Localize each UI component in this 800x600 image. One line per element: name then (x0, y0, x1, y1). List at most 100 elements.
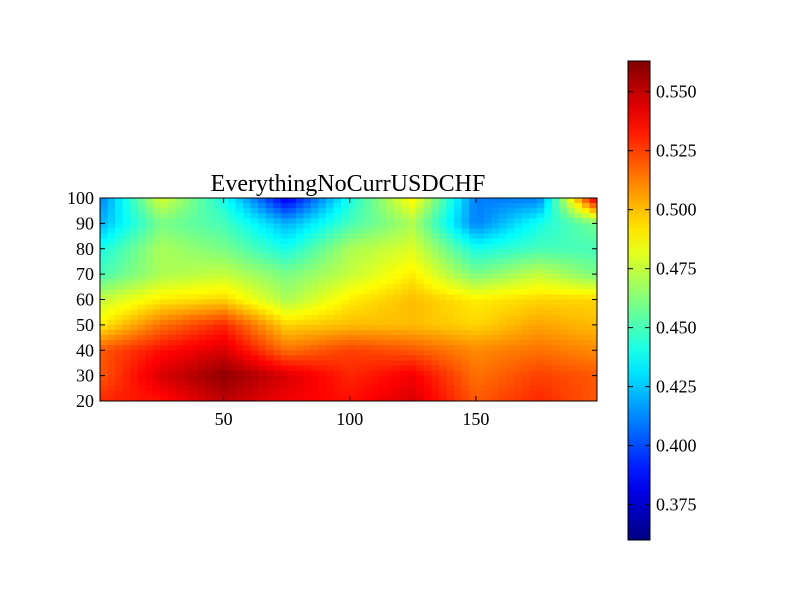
heatmap-cell (499, 259, 507, 265)
heatmap-cell (198, 279, 206, 285)
heatmap-cell (123, 223, 131, 229)
heatmap-cell (213, 279, 221, 285)
heatmap-cell (243, 345, 251, 351)
heatmap-cell (190, 203, 198, 209)
heatmap-cell (130, 234, 138, 240)
heatmap-cell (130, 213, 138, 219)
heatmap-cell (416, 274, 424, 280)
heatmap-cell (507, 386, 515, 392)
heatmap-cell (258, 223, 266, 229)
heatmap-cell (582, 376, 590, 382)
heatmap-cell (439, 294, 447, 300)
heatmap-cell (431, 330, 439, 336)
heatmap-cell (424, 218, 432, 224)
heatmap-cell (281, 360, 289, 366)
heatmap-cell (333, 320, 341, 326)
heatmap-cell (236, 350, 244, 356)
heatmap-cell (130, 365, 138, 371)
heatmap-cell (589, 330, 597, 336)
heatmap-cell (318, 350, 326, 356)
heatmap-cell (311, 376, 319, 382)
heatmap-cell (574, 228, 582, 234)
heatmap-cell (175, 269, 183, 275)
heatmap-cell (326, 289, 334, 295)
heatmap-cell (160, 330, 168, 336)
heatmap-cell (574, 223, 582, 229)
heatmap-cell (349, 325, 357, 331)
heatmap-cell (168, 345, 176, 351)
heatmap-cell (544, 325, 552, 331)
heatmap-cell (439, 391, 447, 397)
heatmap-cell (424, 208, 432, 214)
heatmap-cell (574, 203, 582, 209)
heatmap-cell (130, 310, 138, 316)
heatmap-cell (424, 335, 432, 341)
heatmap-cell (288, 365, 296, 371)
heatmap-cell (484, 325, 492, 331)
heatmap-cell (266, 325, 274, 331)
heatmap-cell (205, 218, 213, 224)
heatmap-cell (514, 371, 522, 377)
heatmap-cell (198, 269, 206, 275)
chart-title: EverythingNoCurrUSDCHF (211, 171, 486, 197)
heatmap-cell (273, 203, 281, 209)
heatmap-cell (514, 340, 522, 346)
heatmap-cell (461, 203, 469, 209)
heatmap-cell (303, 350, 311, 356)
heatmap-cell (461, 223, 469, 229)
heatmap-cell (288, 315, 296, 321)
heatmap-cell (461, 391, 469, 397)
heatmap-cell (123, 386, 131, 392)
heatmap-cell (401, 279, 409, 285)
heatmap-cell (416, 208, 424, 214)
heatmap-cell (477, 203, 485, 209)
heatmap-cell (469, 203, 477, 209)
heatmap-cell (213, 381, 221, 387)
heatmap-cell (318, 279, 326, 285)
heatmap-cell (386, 234, 394, 240)
heatmap-cell (138, 381, 146, 387)
heatmap-cell (258, 300, 266, 306)
heatmap-cell (446, 198, 454, 204)
heatmap-cell (115, 289, 123, 295)
heatmap-cell (138, 305, 146, 311)
heatmap-cell (251, 305, 259, 311)
heatmap-cell (401, 239, 409, 245)
heatmap-cell (477, 269, 485, 275)
heatmap-cell (522, 391, 530, 397)
heatmap-cell (559, 228, 567, 234)
heatmap-cell (544, 198, 552, 204)
heatmap-cell (552, 300, 560, 306)
heatmap-cell (160, 239, 168, 245)
heatmap-cell (183, 350, 191, 356)
heatmap-cell (145, 325, 153, 331)
heatmap-cell (138, 391, 146, 397)
heatmap-cell (288, 218, 296, 224)
heatmap-cell (296, 345, 304, 351)
heatmap-cell (303, 305, 311, 311)
heatmap-cell (220, 279, 228, 285)
heatmap-cell (273, 218, 281, 224)
heatmap-cells (100, 198, 598, 402)
heatmap-cell (409, 340, 417, 346)
heatmap-cell (258, 218, 266, 224)
heatmap-cell (379, 208, 387, 214)
heatmap-cell (273, 335, 281, 341)
heatmap-cell (364, 259, 372, 265)
heatmap-cell (364, 244, 372, 250)
heatmap-cell (492, 376, 500, 382)
heatmap-cell (484, 335, 492, 341)
heatmap-cell (175, 223, 183, 229)
heatmap-cell (190, 310, 198, 316)
heatmap-cell (183, 330, 191, 336)
heatmap-cell (228, 371, 236, 377)
heatmap-cell (130, 208, 138, 214)
heatmap-cell (522, 305, 530, 311)
heatmap-cell (416, 223, 424, 229)
heatmap-cell (281, 315, 289, 321)
heatmap-cell (183, 335, 191, 341)
heatmap-cell (537, 213, 545, 219)
heatmap-cell (288, 279, 296, 285)
heatmap-cell (266, 269, 274, 275)
heatmap-cell (409, 269, 417, 275)
